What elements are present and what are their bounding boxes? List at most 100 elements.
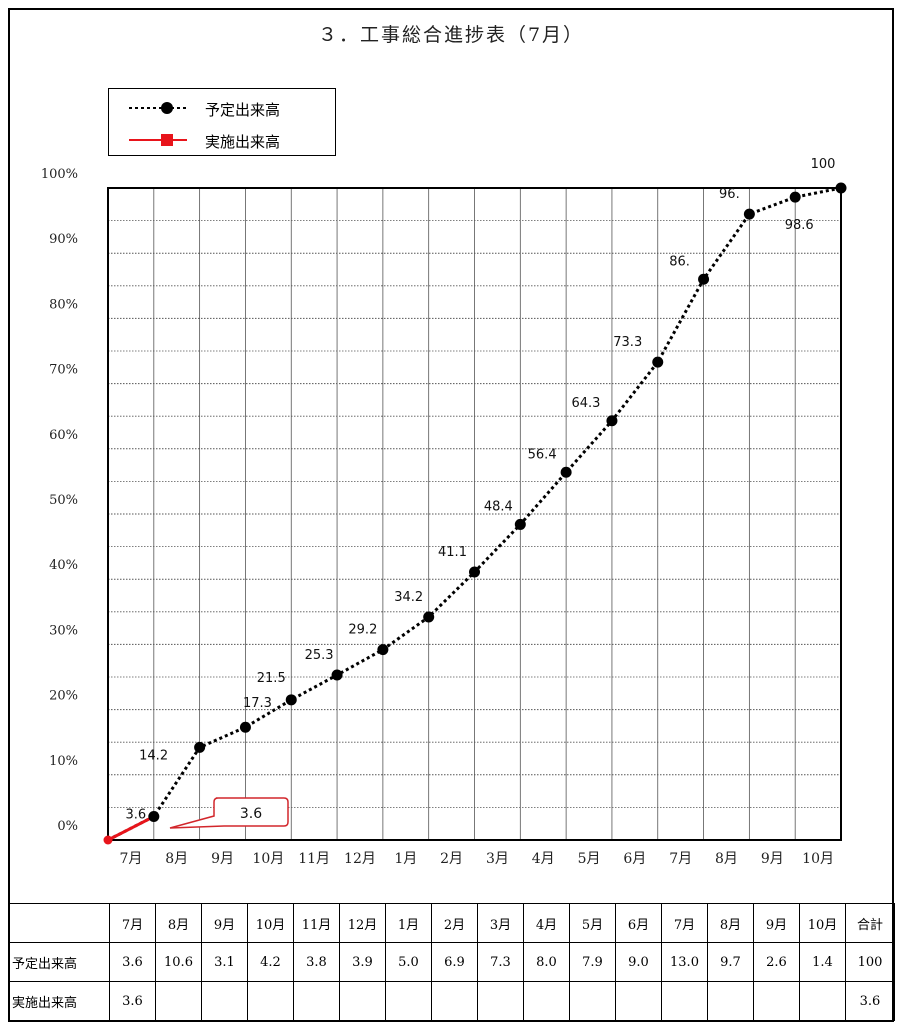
planned-point (606, 415, 618, 427)
report-frame (8, 8, 894, 1022)
table-cell (293, 981, 340, 1021)
table-cell (155, 981, 202, 1021)
planned-point (331, 669, 343, 681)
planned-data-label: 34.2 (394, 590, 423, 605)
planned-data-label: 21.5 (257, 671, 286, 686)
table-cell: 3.9 (339, 942, 386, 982)
table-cell (247, 981, 294, 1021)
page-title: ３．工事総合進捗表（7月） (317, 24, 585, 46)
table-header-cell: 合計 (845, 903, 895, 943)
y-tick-label: 60% (49, 428, 78, 443)
y-tick-label: 70% (49, 363, 78, 378)
y-tick-label: 90% (49, 232, 78, 247)
y-tick-label: 80% (49, 297, 78, 312)
table-cell (661, 981, 708, 1021)
x-tick-label: 1月 (394, 851, 417, 867)
chart-series (103, 182, 847, 845)
planned-point (560, 466, 572, 478)
planned-point (652, 356, 664, 368)
progress-chart: 0% 10% 20% 30% 40% 50% 60% 70% 80% 90% 100% 7月 8月 9月… (41, 157, 847, 867)
table-cell (339, 981, 386, 1021)
planned-data-label: 100 (811, 157, 836, 172)
x-tick-label: 10月 (252, 851, 284, 867)
table-header-cell: 9月 (201, 903, 248, 943)
x-tick-label: 10月 (802, 851, 834, 867)
data-labels: 3.6 14.2 17.3 21.5 25.3 29.2 34.2 41.1 48.4 56.4 6… (125, 157, 835, 823)
chart-legend: 予定出来高 実施出来高 (108, 88, 336, 156)
x-tick-label: 11月 (298, 851, 330, 867)
table-cell: 3.6 (845, 981, 895, 1021)
table-cell: 9.0 (615, 942, 662, 982)
table-header-cell: 8月 (707, 903, 754, 943)
table-header-cell: 9月 (753, 903, 800, 943)
x-tick-label: 7月 (669, 851, 692, 867)
y-tick-label: 40% (49, 558, 78, 573)
table-cell (799, 981, 846, 1021)
callout-box (169, 797, 289, 829)
x-tick-label: 8月 (165, 851, 188, 867)
table-cell: 1.4 (799, 942, 846, 982)
planned-data-label: 96. (719, 187, 740, 202)
planned-point (789, 191, 801, 203)
table-header-cell: 10月 (247, 903, 294, 943)
actual-callout: 3.6 (169, 797, 289, 829)
x-tick-label: 6月 (623, 851, 646, 867)
table-header-cell: 11月 (293, 903, 340, 943)
table-cell (569, 981, 616, 1021)
planned-data-label: 48.4 (484, 499, 513, 514)
planned-data-label: 56.4 (528, 447, 557, 462)
legend-item-actual: 実施出来高 (109, 125, 335, 155)
y-axis-ticks: 0% 10% 20% 30% 40% 50% 60% 70% 80% 90% 100% (41, 167, 78, 834)
y-tick-label: 0% (57, 819, 78, 834)
table-row-label: 実施出来高 (8, 981, 110, 1021)
actual-marker-icon (129, 134, 187, 146)
planned-point (194, 741, 206, 753)
planned-point (698, 273, 710, 285)
planned-point (239, 721, 251, 733)
table-row: 実施出来高 3.6 3.6 (8, 981, 895, 1021)
planned-marker-icon (129, 102, 187, 114)
table-cell: 7.9 (569, 942, 616, 982)
y-tick-label: 30% (49, 623, 78, 638)
table-cell: 100 (845, 942, 895, 982)
chart-grid (107, 187, 842, 841)
table-cell: 13.0 (661, 942, 708, 982)
table-header-cell: 7月 (109, 903, 156, 943)
table-row: 予定出来高 3.6 10.6 3.1 4.2 3.8 3.9 5.0 6.9 7.3 8.0 7.9 9… (8, 942, 895, 982)
legend-label-actual: 実施出来高 (205, 133, 281, 151)
planned-data-label: 3.6 (125, 808, 146, 823)
planned-data-label: 73.3 (613, 335, 642, 350)
x-tick-label: 9月 (761, 851, 784, 867)
legend-item-planned: 予定出来高 (109, 93, 335, 123)
table-header-row: 7月 8月 9月 10月 11月 12月 1月 2月 3月 4月 5月 6月 7月 8月 9月 10月 合計 (8, 903, 895, 943)
legend-label-planned: 予定出来高 (205, 101, 281, 119)
table-cell (523, 981, 570, 1021)
table-cell: 3.6 (109, 942, 156, 982)
table-header-cell: 6月 (615, 903, 662, 943)
table-cell: 6.9 (431, 942, 478, 982)
table-header-cell: 12月 (339, 903, 386, 943)
planned-data-label: 98.6 (785, 218, 814, 233)
planned-data-label: 41.1 (438, 545, 467, 560)
x-tick-label: 8月 (715, 851, 738, 867)
table-cell: 5.0 (385, 942, 432, 982)
table-header-cell: 2月 (431, 903, 478, 943)
x-tick-label: 2月 (440, 851, 463, 867)
progress-table: 7月 8月 9月 10月 11月 12月 1月 2月 3月 4月 5月 6月 7月 8月 9月 10月 合計 予定… (8, 903, 895, 1021)
x-axis-ticks: 7月 8月 9月 10月 11月 12月 1月 2月 3月 4月 5月 6月 7月 8月 9月 10月 (119, 851, 834, 867)
table-cell: 3.8 (293, 942, 340, 982)
planned-data-label: 29.2 (348, 623, 377, 638)
table-header-cell: 4月 (523, 903, 570, 943)
table-cell (431, 981, 478, 1021)
planned-data-label: 14.2 (139, 748, 168, 763)
y-tick-label: 10% (49, 754, 78, 769)
table-header-cell: 5月 (569, 903, 616, 943)
table-header-cell: 7月 (661, 903, 708, 943)
x-tick-label: 3月 (486, 851, 509, 867)
table-header-cell: 8月 (155, 903, 202, 943)
y-tick-label: 50% (49, 493, 78, 508)
table-header-cell: 3月 (477, 903, 524, 943)
x-tick-label: 5月 (578, 851, 601, 867)
table-cell (707, 981, 754, 1021)
table-cell (201, 981, 248, 1021)
